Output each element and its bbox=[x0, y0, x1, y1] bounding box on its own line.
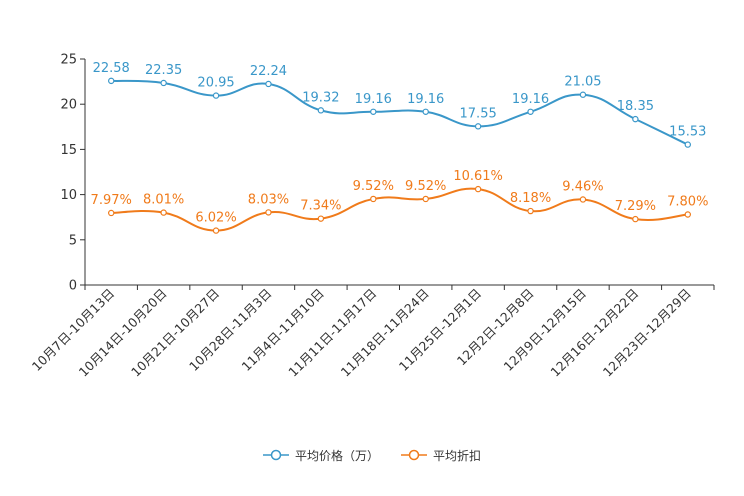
data-label: 22.24 bbox=[250, 64, 287, 79]
data-label: 8.01% bbox=[143, 193, 184, 208]
data-label: 9.52% bbox=[405, 179, 446, 194]
x-tick-label: 12月16日-12月22日 bbox=[547, 286, 641, 380]
x-tick-label: 10月21日-10月27日 bbox=[128, 286, 222, 380]
data-point[interactable] bbox=[579, 91, 587, 98]
data-label: 9.52% bbox=[353, 179, 394, 194]
data-label: 6.02% bbox=[195, 211, 236, 226]
data-label: 7.34% bbox=[300, 199, 341, 214]
y-tick-label: 10 bbox=[60, 188, 77, 203]
data-label: 18.35 bbox=[617, 99, 654, 114]
legend-item-price[interactable]: 平均价格（万） bbox=[262, 447, 379, 464]
series-line-0 bbox=[111, 79, 689, 146]
y-tick-label: 15 bbox=[60, 143, 77, 158]
data-point[interactable] bbox=[317, 107, 325, 114]
data-point[interactable] bbox=[474, 123, 482, 130]
data-point[interactable] bbox=[422, 195, 429, 203]
data-label: 19.16 bbox=[407, 92, 444, 107]
data-label: 17.55 bbox=[460, 106, 497, 121]
data-point[interactable] bbox=[632, 115, 639, 123]
data-label: 15.53 bbox=[669, 125, 706, 140]
data-point[interactable] bbox=[160, 209, 167, 216]
data-point[interactable] bbox=[684, 141, 691, 148]
legend-line-circle-icon bbox=[401, 449, 427, 461]
data-point[interactable] bbox=[108, 77, 115, 85]
data-point[interactable] bbox=[370, 108, 377, 115]
legend-label-discount: 平均折扣 bbox=[433, 448, 482, 463]
data-point[interactable] bbox=[265, 209, 272, 216]
data-point[interactable] bbox=[632, 215, 639, 223]
data-point[interactable] bbox=[160, 79, 167, 87]
data-point[interactable] bbox=[422, 108, 429, 115]
data-label: 21.05 bbox=[564, 75, 601, 90]
data-label: 19.32 bbox=[302, 90, 339, 105]
x-tick-label: 11月18日-11月24日 bbox=[338, 286, 432, 380]
y-tick-label: 0 bbox=[69, 279, 77, 294]
x-tick-label: 12月23日-12月29日 bbox=[600, 286, 694, 380]
legend-label-price: 平均价格（万） bbox=[294, 448, 379, 463]
data-label: 19.16 bbox=[512, 92, 549, 107]
y-tick-label: 5 bbox=[69, 233, 77, 248]
data-point[interactable] bbox=[527, 207, 534, 215]
chart-legend: 平均价格（万） 平均折扣 bbox=[0, 444, 744, 466]
data-point[interactable] bbox=[212, 227, 220, 234]
data-point[interactable] bbox=[212, 92, 220, 99]
legend-item-discount[interactable]: 平均折扣 bbox=[401, 447, 481, 464]
y-tick-label: 20 bbox=[60, 98, 77, 113]
data-label: 22.58 bbox=[93, 61, 130, 76]
y-tick-label: 25 bbox=[60, 53, 77, 68]
data-label: 7.80% bbox=[667, 194, 708, 209]
data-label: 8.18% bbox=[510, 191, 551, 206]
x-tick-label: 10月14日-10月20日 bbox=[76, 286, 170, 380]
data-point[interactable] bbox=[317, 215, 325, 222]
data-label: 10.61% bbox=[453, 169, 503, 184]
data-point[interactable] bbox=[370, 195, 377, 203]
data-label: 19.16 bbox=[355, 92, 392, 107]
data-label: 22.35 bbox=[145, 63, 182, 78]
data-label: 7.97% bbox=[91, 193, 132, 208]
data-point[interactable] bbox=[527, 108, 534, 115]
data-point[interactable] bbox=[684, 211, 691, 218]
data-label: 8.03% bbox=[248, 192, 289, 207]
series-line-1 bbox=[111, 187, 688, 232]
legend-line-circle-icon bbox=[262, 449, 289, 461]
data-label: 9.46% bbox=[562, 179, 603, 194]
data-point[interactable] bbox=[579, 196, 587, 203]
data-label: 7.29% bbox=[615, 199, 656, 214]
data-label: 20.95 bbox=[197, 76, 234, 91]
data-point[interactable] bbox=[474, 185, 482, 193]
data-point[interactable] bbox=[265, 80, 272, 88]
data-point[interactable] bbox=[108, 209, 115, 217]
x-tick-label: 11月11日-11月17日 bbox=[285, 286, 379, 380]
line-chart: 051015202510月7日-10月13日10月14日-10月20日10月21… bbox=[29, 53, 715, 380]
